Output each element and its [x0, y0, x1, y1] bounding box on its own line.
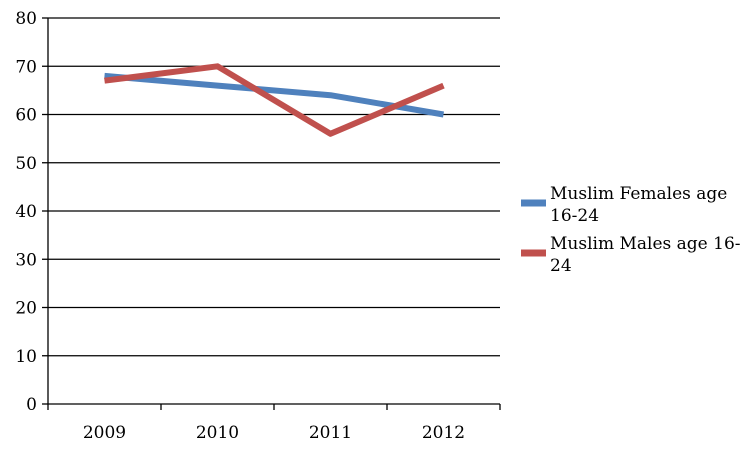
series-line-1 — [104, 63, 445, 137]
y-tick-label: 40 — [15, 202, 37, 222]
x-tick-label: 2011 — [309, 423, 352, 443]
legend-label-line: 24 — [550, 256, 572, 276]
legend-label-line: Muslim Females age — [550, 184, 727, 204]
x-tick-label: 2009 — [83, 423, 126, 443]
y-tick-label: 80 — [15, 9, 37, 29]
x-tick-label: 2012 — [422, 423, 465, 443]
y-axis-tick-labels: 0 10 20 30 40 50 60 70 80 — [15, 9, 37, 415]
axes — [42, 17, 501, 410]
legend-item-1: Muslim Males age 16-24 — [521, 234, 741, 276]
y-tick-label: 60 — [15, 106, 37, 126]
y-tick-label: 0 — [26, 395, 37, 415]
y-tick-label: 20 — [15, 299, 37, 319]
series-lines — [104, 63, 445, 137]
y-tick-label: 30 — [15, 250, 37, 270]
series-line-0 — [104, 72, 445, 118]
legend-label-line: Muslim Males age 16- — [550, 234, 741, 254]
x-tick-label: 2010 — [196, 423, 239, 443]
legend-label-line: 16-24 — [550, 206, 599, 226]
gridlines — [48, 17, 500, 357]
x-axis-tick-labels: 2009 2010 2011 2012 — [83, 423, 465, 443]
y-tick-label: 50 — [15, 154, 37, 174]
y-tick-label: 10 — [15, 347, 37, 367]
y-tick-label: 70 — [15, 57, 37, 77]
